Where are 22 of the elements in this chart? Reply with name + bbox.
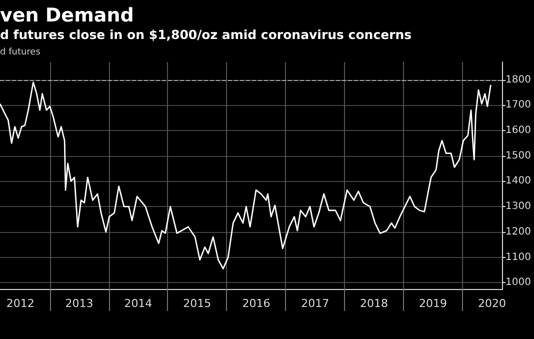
- x-tick-label: 2015: [183, 297, 212, 310]
- line-series: [0, 82, 492, 270]
- chart-subtitle: d futures close in on $1,800/oz amid coronavirus concerns: [0, 27, 412, 42]
- x-tick-label: 2020: [478, 297, 506, 310]
- x-tick-label: 2018: [360, 297, 388, 310]
- chart-title: ven Demand: [0, 4, 134, 26]
- x-tick-label: 2019: [418, 297, 447, 310]
- y-tick-label: 1000: [506, 277, 532, 288]
- x-tick-label: 2014: [124, 297, 152, 310]
- x-tick-label: 2017: [301, 297, 330, 310]
- y-tick-label: 1200: [506, 226, 532, 238]
- x-tick-label: 2012: [6, 297, 34, 310]
- y-tick-label: 1500: [506, 150, 532, 162]
- y-tick-label: 1100: [506, 252, 532, 263]
- text: d futures: [0, 48, 41, 58]
- y-tick-label: 1700: [506, 100, 532, 111]
- y-tick-label: 1600: [506, 124, 532, 136]
- x-tick-label: 2016: [242, 297, 270, 310]
- y-tick-label: 1400: [506, 176, 532, 187]
- y-tick-label: 1300: [506, 201, 532, 212]
- x-tick-label: 2013: [65, 297, 94, 310]
- y-tick-label: 1800: [506, 74, 532, 86]
